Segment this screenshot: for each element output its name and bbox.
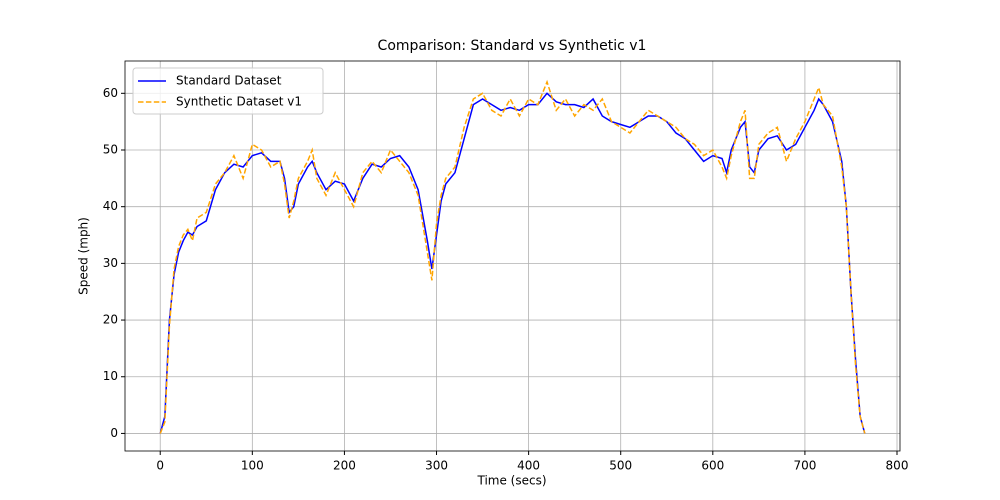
x-axis-label: Time (secs) — [476, 474, 546, 488]
y-tick-label: 60 — [103, 86, 118, 100]
data-line — [159, 79, 866, 434]
y-tick-label: 10 — [103, 369, 118, 383]
x-tick-label: 700 — [793, 459, 816, 473]
x-tick-label: 500 — [609, 459, 632, 473]
x-tick-label: 300 — [425, 459, 448, 473]
legend-box — [132, 67, 324, 115]
legend-label: Synthetic Dataset v1 — [176, 95, 302, 109]
x-tick-label: 400 — [517, 459, 540, 473]
x-tick-label: 200 — [333, 459, 356, 473]
x-tick-label: 800 — [886, 459, 909, 473]
x-tick-label: 0 — [156, 459, 164, 473]
y-tick-label: 40 — [103, 199, 118, 213]
y-tick-label: 20 — [103, 313, 118, 327]
y-tick-label: 0 — [110, 426, 118, 440]
plot-frame — [124, 60, 901, 452]
x-tick-label: 100 — [241, 459, 264, 473]
x-tick-label: 600 — [701, 459, 724, 473]
chart-title: Comparison: Standard vs Synthetic v1 — [378, 38, 647, 54]
y-tick-label: 30 — [103, 256, 118, 270]
y-axis-label: Speed (mph) — [77, 217, 91, 295]
y-tick-label: 50 — [103, 142, 118, 156]
legend-label: Standard Dataset — [176, 74, 282, 88]
